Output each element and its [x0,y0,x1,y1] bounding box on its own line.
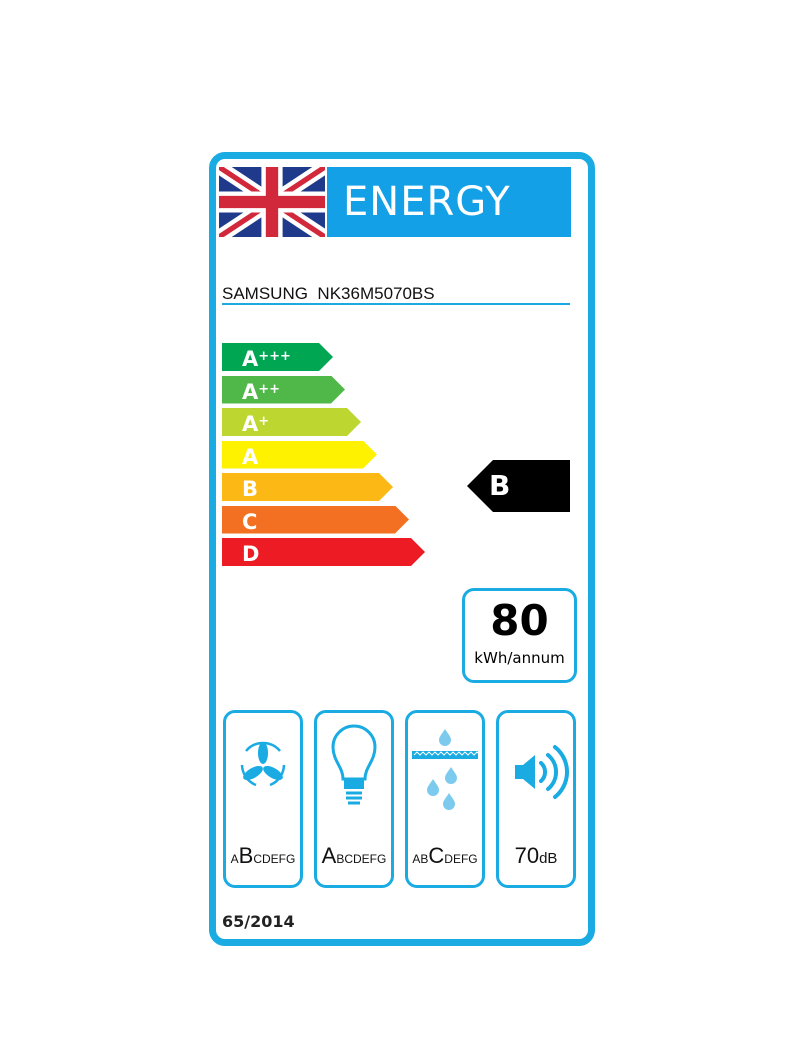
class-scale: ABCDEFG [321,843,387,868]
scale-bar-a: A [222,441,377,469]
class-scale: ABCDEFG [230,843,296,868]
scale-bar-ap: A+ [222,408,361,436]
noise-box: 70dB [496,710,576,888]
model: NK36M5070BS [317,284,435,303]
regulation-number: 65/2014 [222,912,295,931]
light-bulb-icon [331,724,377,805]
union-jack-flag-icon [219,167,325,237]
grease-filtering-efficiency-box: ABCDEFG [405,710,485,888]
scale-bar-d: D [222,538,425,566]
scale-bar-appp: A+++ [222,343,333,371]
noise-value: 70dB [514,843,558,868]
product-identifier: SAMSUNG NK36M5070BS [222,284,435,304]
fan-icon [240,741,286,787]
brand: SAMSUNG [222,284,308,303]
fluid-dynamic-efficiency-box: ABCDEFG [223,710,303,888]
energy-label-frame [209,152,595,946]
consumption-value: 80 [490,596,549,645]
lighting-efficiency-box: ABCDEFG [314,710,394,888]
grease-filter-icon [412,729,479,810]
scale-bar-c: C [222,506,409,534]
energy-consumption-box: 80 kWh/annum [462,588,577,683]
energy-banner: ENERGY [327,167,571,237]
scale-bar-app: A++ [222,376,345,404]
class-scale: ABCDEFG [412,843,478,868]
scale-bar-b: B [222,473,393,501]
divider [222,303,570,305]
speaker-icon [515,745,569,799]
consumption-unit: kWh/annum [474,649,565,667]
